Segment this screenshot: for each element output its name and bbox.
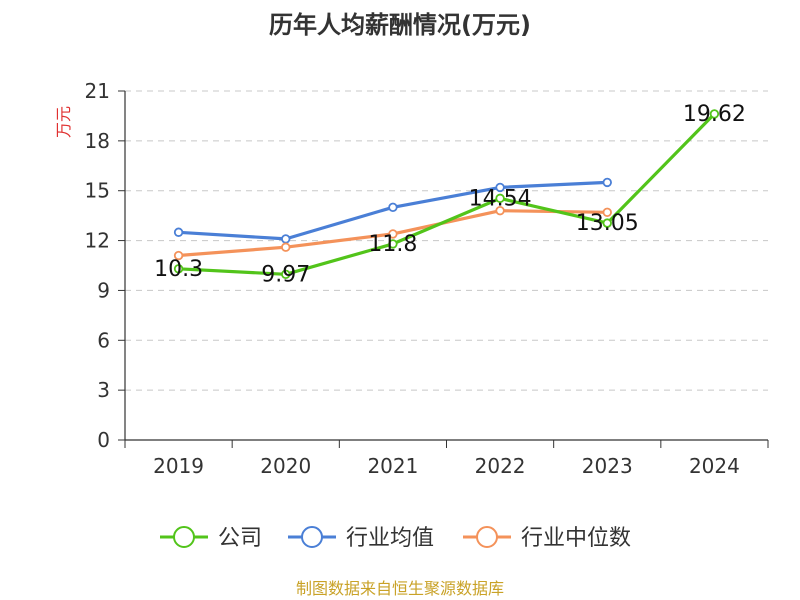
data-label: 10.3 (154, 257, 203, 282)
data-point (281, 234, 291, 244)
data-point (602, 218, 612, 228)
series-group (173, 109, 720, 280)
source-note: 制图数据来自恒生聚源数据库 (296, 579, 504, 598)
data-point (281, 242, 291, 252)
data-point (495, 182, 505, 193)
y-tick-label: 0 (97, 428, 110, 452)
x-tick-label: 2021 (367, 454, 418, 478)
legend: 公司 行业均值 行业中位数 (160, 526, 631, 551)
data-label: 13.05 (576, 211, 639, 236)
axes (118, 90, 769, 448)
legend-swatch-marker (301, 526, 323, 548)
y-tick-label: 18 (85, 129, 110, 153)
data-point (173, 250, 184, 261)
y-tick-label: 21 (85, 79, 110, 103)
data-point (281, 269, 291, 280)
data-point (173, 227, 184, 237)
data-point (495, 193, 505, 204)
y-tick-label: 9 (97, 278, 110, 302)
x-tick-label: 2019 (153, 454, 204, 478)
legend-swatch-marker (173, 526, 195, 548)
y-tick-label: 12 (85, 229, 110, 253)
legend-swatch-marker (476, 526, 498, 548)
y-axis-label: 万元 (54, 106, 73, 138)
y-tick-labels: 0 3 6 9 12 15 18 21 (85, 79, 110, 452)
grid-lines (125, 90, 768, 391)
data-label: 11.8 (368, 232, 417, 257)
data-point (173, 264, 184, 274)
data-labels: 10.3 9.97 11.8 14.54 13.05 19.62 (154, 102, 746, 287)
data-point (709, 109, 720, 119)
x-tick-label: 2024 (689, 454, 740, 478)
y-tick-label: 6 (97, 328, 110, 352)
legend-item-label: 行业中位数 (521, 526, 631, 551)
x-tick-label: 2022 (475, 454, 526, 478)
legend-item-label: 公司 (218, 526, 262, 551)
data-point (602, 177, 612, 188)
chart-title: 历年人均薪酬情况(万元) (269, 11, 531, 39)
y-tick-label: 15 (85, 179, 110, 203)
data-point (388, 202, 398, 213)
data-point (388, 229, 398, 239)
y-tick-label: 3 (97, 378, 110, 402)
data-point (602, 207, 612, 218)
data-point (495, 205, 505, 216)
x-tick-labels: 2019 2020 2021 2022 2023 2024 (153, 454, 740, 478)
x-tick-label: 2023 (582, 454, 633, 478)
data-label: 9.97 (261, 262, 310, 287)
series-line-0 (177, 112, 717, 276)
data-point (388, 239, 398, 249)
data-label: 19.62 (683, 102, 746, 127)
data-label: 14.54 (469, 186, 532, 211)
x-tick-label: 2020 (260, 454, 311, 478)
legend-item-label: 行业均值 (346, 526, 434, 551)
